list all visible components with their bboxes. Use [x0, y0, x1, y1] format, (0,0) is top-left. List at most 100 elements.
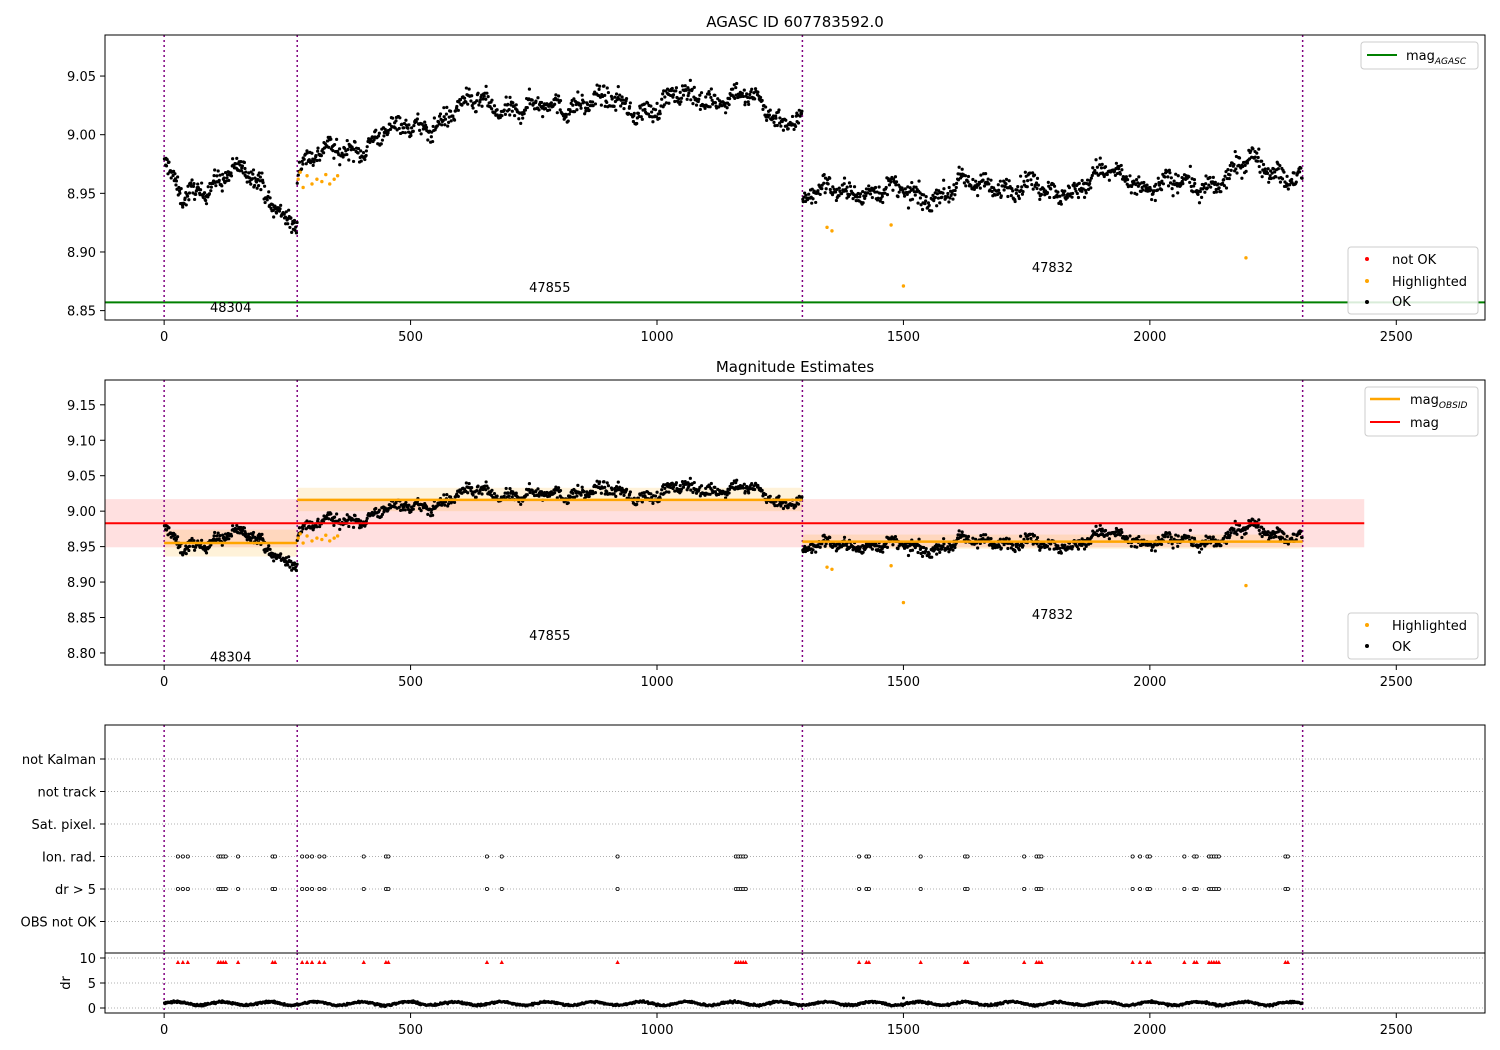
ok-point: [537, 494, 541, 498]
ok-point: [1244, 169, 1248, 173]
ok-point: [734, 85, 738, 90]
ok-point: [848, 193, 852, 197]
x-tick-label: 2000: [1133, 330, 1166, 345]
ok-point: [978, 186, 982, 190]
ok-point: [1226, 168, 1230, 172]
ok-point: [556, 98, 560, 102]
ok-point: [481, 97, 485, 101]
flag-event: [180, 854, 185, 859]
ok-point: [1105, 172, 1109, 177]
ok-point: [602, 480, 606, 484]
ok-point: [962, 181, 966, 185]
ok-point: [1217, 186, 1221, 190]
ok-point: [1227, 176, 1231, 181]
ok-point: [178, 191, 182, 195]
ok-point: [920, 554, 925, 558]
ok-point: [1007, 179, 1011, 183]
ok-point: [1233, 149, 1237, 154]
ok-point: [289, 216, 293, 220]
ok-point: [1077, 181, 1081, 185]
ok-point: [772, 120, 776, 125]
ok-point: [260, 171, 264, 175]
ok-point: [1286, 187, 1290, 191]
ok-point: [1256, 155, 1260, 160]
ok-point: [1232, 162, 1236, 167]
ok-point: [930, 555, 934, 559]
ok-point: [272, 215, 276, 219]
ok-point: [1294, 180, 1298, 184]
ok-point: [950, 191, 954, 196]
ok-point: [431, 124, 435, 129]
ok-point: [765, 118, 769, 123]
flag-event: [615, 887, 620, 892]
ok-point: [580, 93, 584, 97]
ok-point: [1251, 147, 1255, 151]
ok-point: [891, 188, 895, 192]
ok-point: [1188, 164, 1192, 168]
ok-point: [1258, 532, 1262, 536]
ok-point: [253, 183, 257, 188]
ok-point: [784, 500, 788, 505]
ok-point: [469, 489, 473, 493]
ok-point: [225, 176, 229, 180]
ok-point: [1038, 197, 1042, 201]
ok-point: [743, 100, 747, 104]
ok-point: [397, 126, 401, 131]
ok-point: [688, 476, 692, 480]
ok-point: [781, 506, 786, 511]
ok-point: [437, 503, 441, 507]
ok-point: [247, 532, 251, 536]
ok-point: [878, 199, 882, 203]
ok-point: [1107, 178, 1111, 182]
ok-point: [294, 568, 299, 573]
ok-point: [1202, 185, 1206, 190]
ok-point: [294, 231, 299, 235]
y-tick-label: 9.05: [67, 470, 96, 485]
ok-point: [1176, 174, 1180, 178]
ok-point: [299, 167, 304, 171]
ok-point: [1103, 528, 1108, 533]
flag-row-label: Ion. rad.: [42, 851, 96, 866]
ok-point: [1084, 188, 1088, 192]
ok-point: [1075, 191, 1079, 196]
ok-point: [1102, 174, 1106, 179]
y-tick-label: 8.90: [67, 246, 96, 261]
ok-point: [305, 151, 309, 155]
ok-point: [778, 116, 782, 120]
ok-point: [1056, 190, 1060, 194]
y-tick-label: 9.05: [67, 70, 96, 85]
highlighted-point: [298, 532, 302, 536]
flag-event: [484, 854, 489, 859]
ok-point: [198, 188, 203, 192]
ok-point: [1019, 174, 1023, 178]
ok-point: [698, 93, 702, 97]
ok-point: [1136, 184, 1140, 188]
ok-point: [449, 119, 453, 123]
ok-point: [508, 113, 512, 117]
flag-event: [499, 854, 504, 859]
ok-point: [897, 190, 901, 194]
ok-point: [834, 198, 839, 203]
ok-point: [1031, 187, 1035, 191]
ok-point: [646, 101, 650, 105]
ok-point: [495, 494, 499, 498]
ok-point: [936, 196, 941, 200]
ok-point: [451, 114, 455, 118]
ok-point: [1257, 518, 1261, 522]
ok-point: [1004, 536, 1009, 540]
ok-point: [979, 534, 983, 538]
middle-legend-lines: magOBSID mag: [1364, 386, 1479, 437]
ok-point: [312, 160, 316, 164]
ok-point: [1228, 163, 1232, 168]
ok-point: [1021, 543, 1025, 548]
ok-point: [1163, 535, 1167, 539]
ok-point: [681, 485, 686, 489]
ok-point: [673, 99, 677, 104]
ok-point: [209, 189, 213, 193]
ok-point: [571, 103, 575, 107]
ok-point: [1154, 182, 1158, 186]
ok-point: [727, 103, 731, 107]
ok-point: [302, 157, 306, 161]
ok-point: [467, 87, 471, 91]
ok-point: [863, 196, 867, 200]
